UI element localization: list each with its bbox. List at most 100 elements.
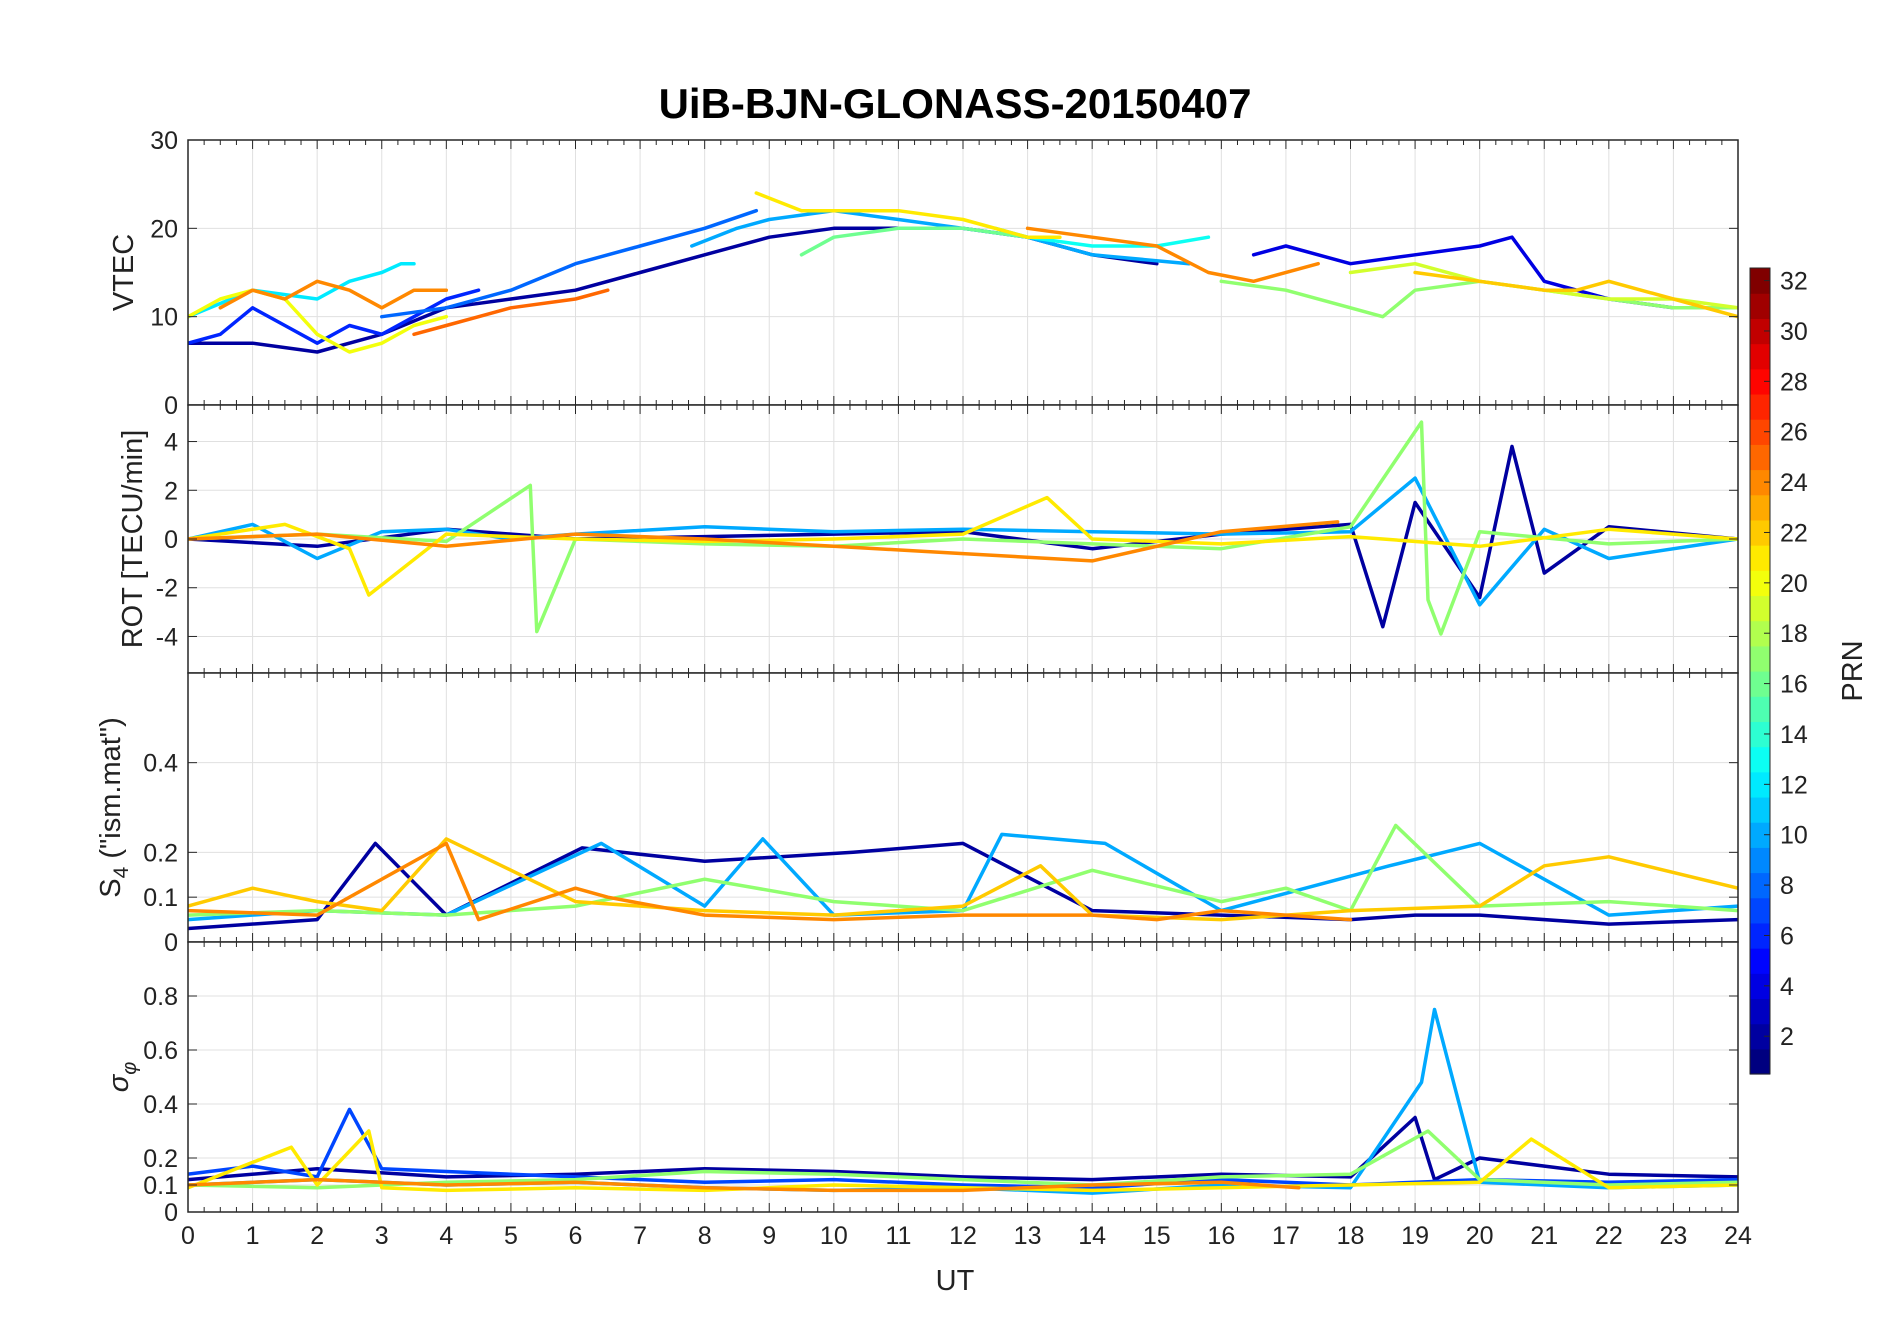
series-line-prn-24 [188,841,1353,922]
series-line-prn-6 [188,288,481,345]
colorbar-tick-label: 26 [1780,419,1808,447]
y-tick-label: 0.2 [143,839,178,867]
x-tick-label: 3 [375,1222,389,1250]
y-tick-label: 0 [164,526,178,554]
colorbar-segment [1750,318,1770,345]
colorbar-segment [1750,847,1770,874]
colorbar-tick-label: 2 [1780,1023,1794,1051]
colorbar-segment [1750,545,1770,571]
colorbar-segment [1750,620,1770,647]
colorbar-segment [1750,570,1770,597]
y-tick-label: 2 [164,477,178,505]
colorbar-tick-label: 32 [1780,268,1808,296]
colorbar-tick-label: 14 [1780,721,1808,749]
series-group [188,420,1738,636]
series-line-prn-25 [412,288,610,337]
x-tick-label: 6 [569,1222,583,1250]
series-line-prn-21 [188,1129,1738,1193]
y-axis-label-main: σ [103,1073,135,1092]
colorbar-segment [1750,897,1770,924]
colorbar-tick-label: 18 [1780,620,1808,648]
y-axis-label: VTEC [108,234,140,311]
y-tick-label: 0.8 [143,983,178,1011]
colorbar-segment [1750,696,1770,722]
x-tick-label: 20 [1466,1222,1494,1250]
series-line-prn-17 [188,823,1738,917]
x-tick-label: 23 [1660,1222,1688,1250]
colorbar-segment [1750,872,1770,899]
colorbar-segment [1750,796,1770,823]
y-axis-label-sub: φ [119,1062,141,1075]
y-axis-label-rest: ("ism.mat") [95,717,127,866]
x-tick-label: 11 [885,1222,911,1250]
colorbar-segment [1750,343,1770,370]
y-tick-label: 0.4 [143,750,178,778]
colorbar-segment [1750,393,1770,420]
colorbar-segment [1750,645,1770,672]
x-tick-label: 5 [504,1222,518,1250]
series-line-prn-16 [799,226,1030,257]
x-axis-label: UT [936,1265,975,1297]
colorbar-tick-label: 22 [1780,519,1808,547]
colorbar-tick-label: 8 [1780,872,1794,900]
series-group [188,191,1738,354]
y-tick-label: 0.1 [143,884,178,912]
x-tick-label: 10 [820,1222,848,1250]
colorbar-tick-label: 12 [1780,771,1808,799]
series-line-prn-17 [188,420,1738,636]
x-tick-label: 24 [1724,1222,1752,1250]
colorbar-segment [1750,293,1770,319]
y-tick-label: 20 [150,215,178,243]
x-tick-label: 18 [1337,1222,1365,1250]
x-tick-label: 17 [1272,1222,1300,1250]
y-axis-label: S4 ("ism.mat") [95,717,133,898]
y-axis-label-main: S [95,878,127,897]
x-tick-label: 1 [246,1222,260,1250]
y-tick-label: -4 [156,623,178,651]
colorbar-tick-label: 24 [1780,469,1808,497]
colorbar-segment [1750,494,1770,521]
x-tick-label: 12 [949,1222,977,1250]
y-tick-label: 0.2 [143,1145,178,1173]
x-tick-label: 15 [1143,1222,1171,1250]
colorbar-segment [1750,444,1770,471]
y-tick-label: 0 [164,929,178,957]
y-tick-label: 0.4 [143,1091,178,1119]
x-tick-label: 7 [633,1222,647,1250]
y-tick-label: 0 [164,1199,178,1227]
colorbar-segment [1750,368,1770,395]
colorbar-segment [1750,1023,1770,1050]
colorbar-tick-label: 4 [1780,973,1794,1001]
colorbar-segment [1750,419,1770,445]
series-line-prn-21 [188,495,1738,597]
x-tick-label: 21 [1530,1222,1558,1250]
y-tick-label: 0 [164,392,178,420]
panel-4: 00.10.2 0.4 0.6 0.8 σφ [103,941,1739,1227]
series-line-prn-20 [188,288,449,354]
x-tick-label: 14 [1078,1222,1106,1250]
colorbar-tick-label: 28 [1780,368,1808,396]
colorbar-segment [1750,721,1770,748]
colorbar-segment [1750,671,1770,697]
series-group [188,1007,1738,1195]
colorbar-segment [1750,268,1770,294]
x-tick-label: 19 [1401,1222,1429,1250]
x-tick-label: 8 [698,1222,712,1250]
series-group [188,823,1738,931]
y-tick-label: 30 [150,127,178,155]
series-line-prn-10 [690,208,1191,266]
series-line-prn-2 [188,841,1738,931]
y-axis-label-sub: 4 [110,866,133,878]
series-line-prn-21 [754,191,1062,239]
x-tick-label: 22 [1595,1222,1623,1250]
chart-title: UiB-BJN-GLONASS-20150407 [659,80,1252,127]
x-tick-label: 2 [310,1222,324,1250]
colorbar-tick-label: 30 [1780,318,1808,346]
series-line-prn-22 [188,837,1738,922]
series-line-prn-17 [188,1129,1738,1190]
colorbar-segment [1750,973,1770,1000]
y-tick-label: 0.6 [143,1037,178,1065]
colorbar-segment [1750,746,1770,773]
colorbar-tick-label: 10 [1780,822,1808,850]
